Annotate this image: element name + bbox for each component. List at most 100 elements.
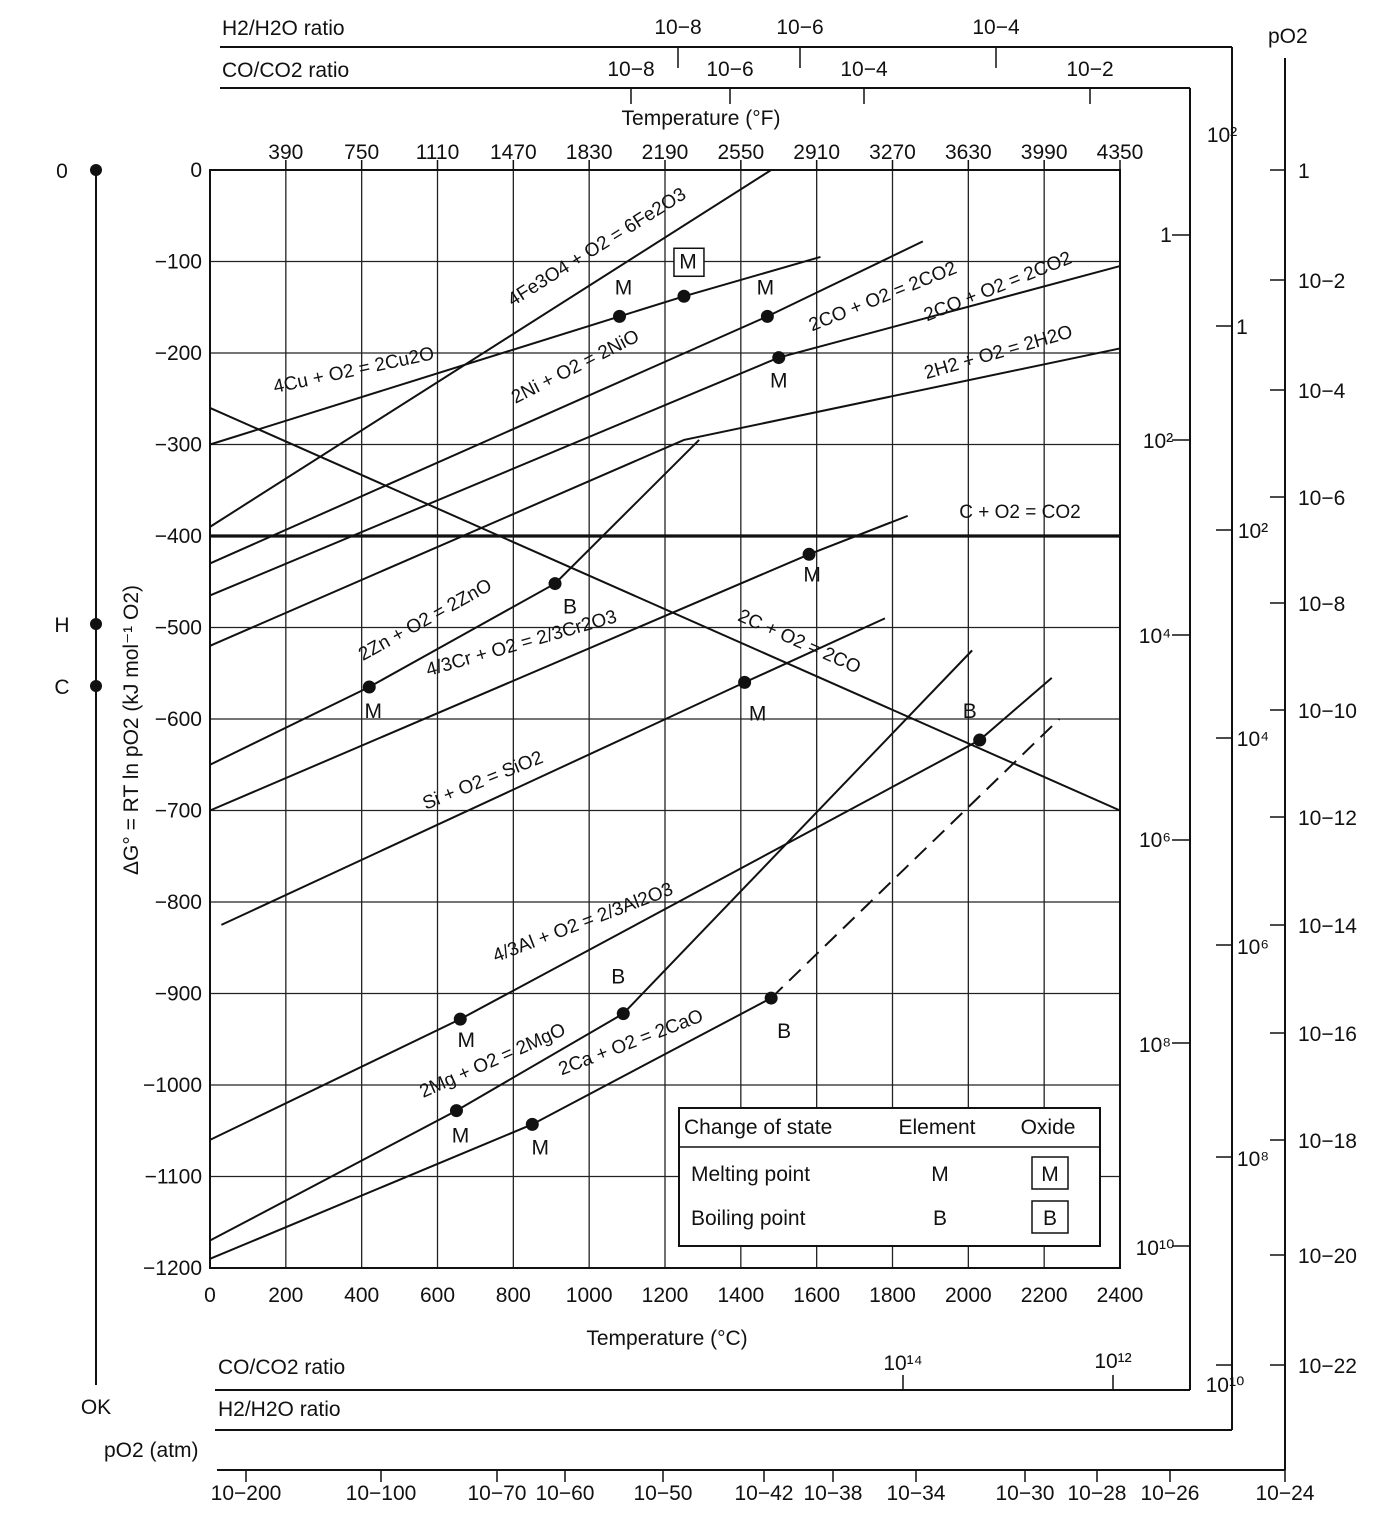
tick-labels: 0 H C OK 0 200 400 600 800 1000 1200 1400 1600 1800 20…	[54, 16, 1357, 1505]
co-top-tick: 10−2	[1066, 58, 1113, 81]
series-line	[209, 439, 700, 766]
y-tick-label: −1100	[145, 1166, 202, 1189]
po2-bottom-tick: 10−200	[211, 1482, 282, 1505]
state-point-label: M	[365, 700, 383, 723]
co-top-tick: 10−8	[607, 58, 654, 81]
series-lines	[209, 169, 1121, 1260]
y-tick-label: −300	[155, 434, 202, 457]
state-point	[548, 577, 562, 591]
po2-right-tick: 10−16	[1298, 1023, 1357, 1046]
state-point	[760, 309, 774, 323]
state-point	[677, 289, 691, 303]
oxide-box	[673, 247, 705, 278]
h2-top-tick: 10−4	[972, 16, 1020, 39]
state-point-label: M	[615, 276, 633, 299]
series-line	[209, 347, 1121, 647]
state-point-label: B	[611, 966, 625, 989]
legend-boiling-label: Boiling point	[691, 1207, 806, 1230]
co-ratio-label-bottom: CO/CO2 ratio	[218, 1356, 345, 1379]
y-tick-label: −500	[155, 617, 202, 640]
state-point-label: M	[757, 276, 775, 299]
state-point	[772, 351, 786, 365]
x-tick-label: 1200	[642, 1284, 689, 1307]
h2-right-tick: 10¹⁰	[1206, 1374, 1245, 1397]
f-tick-label: 4350	[1097, 141, 1144, 164]
h2-top-tick: 10−6	[776, 16, 823, 39]
series-line	[209, 649, 973, 1242]
y-tick-label: −700	[155, 800, 202, 823]
h2-ratio-label-top: H2/H2O ratio	[222, 17, 345, 40]
x-tick-label: 0	[204, 1284, 216, 1307]
co-right-tick: 10¹⁰	[1136, 1237, 1175, 1260]
state-point	[453, 1012, 467, 1026]
h2-right-tick: 10⁶	[1237, 936, 1269, 959]
state-point-label: M	[458, 1029, 476, 1052]
reaction-label: 2CO + O2 = 2CO2	[806, 258, 960, 336]
left-scale-point	[90, 618, 102, 630]
co-right-tick: 10⁸	[1139, 1034, 1171, 1057]
reaction-label: 2C + O2 = 2CO	[735, 606, 864, 679]
y-tick-label: −800	[155, 891, 202, 914]
co-right-tick: 10²	[1143, 430, 1173, 453]
po2-right-tick: 10−14	[1298, 915, 1357, 938]
y-axis-title: ΔG° = RT ln pO2 (kJ mol⁻¹ O2)	[120, 585, 143, 875]
left-scale-point	[90, 164, 102, 176]
h2-right-tick: 10²	[1238, 520, 1268, 543]
f-tick-label: 1470	[490, 141, 537, 164]
state-point-label: M	[679, 250, 697, 273]
co-top-tick: 10−6	[706, 58, 753, 81]
reaction-label: C + O2 = CO2	[959, 502, 1080, 523]
legend-header-element: Element	[898, 1116, 975, 1139]
left-scale-point	[90, 680, 102, 692]
state-point	[764, 991, 778, 1005]
y-tick-label: −1200	[143, 1257, 202, 1280]
co-right-tick: 10⁶	[1139, 829, 1171, 852]
legend-boiling-oxide: B	[1043, 1207, 1057, 1230]
h2-right-tick: 10⁸	[1237, 1148, 1269, 1171]
po2-right-tick: 10−18	[1298, 1130, 1357, 1153]
f-tick-label: 2190	[642, 141, 689, 164]
co-right-tick: 10⁴	[1139, 625, 1171, 648]
po2-right-tick: 10−2	[1298, 270, 1345, 293]
po2-right-tick: 10−10	[1298, 700, 1357, 723]
po2-right-tick: 10−12	[1298, 807, 1357, 830]
x-axis-title: Temperature (°C)	[586, 1327, 747, 1350]
y-tick-label: −400	[155, 525, 202, 548]
h2-right-tick: 10²	[1207, 124, 1237, 147]
left-scale-label: OK	[81, 1396, 111, 1419]
h2-top-tick: 10−8	[654, 16, 701, 39]
reaction-label: 4Fe3O4 + O2 = 6Fe2O3	[504, 184, 690, 311]
state-point-label: M	[532, 1136, 550, 1159]
state-point	[525, 1117, 539, 1131]
po2-right-tick: 10−22	[1298, 1355, 1357, 1378]
legend-melting-element: M	[931, 1163, 949, 1186]
h2-right-tick: 10⁴	[1237, 728, 1269, 751]
x-tick-label: 2400	[1097, 1284, 1144, 1307]
series-line	[209, 255, 821, 446]
state-point-label: M	[770, 370, 788, 393]
po2-bottom-tick: 10−30	[996, 1482, 1055, 1505]
state-point	[802, 547, 816, 561]
left-scale-label: H	[54, 614, 69, 637]
f-tick-label: 750	[344, 141, 379, 164]
state-point	[973, 733, 987, 747]
series-line	[770, 718, 1061, 999]
f-tick-label: 3990	[1021, 141, 1068, 164]
state-point-label: M	[749, 702, 767, 725]
series-line	[209, 677, 1053, 1141]
reaction-label: 2CO + O2 = 2CO2	[921, 248, 1075, 326]
f-tick-label: 2910	[793, 141, 840, 164]
x-tick-label: 2000	[945, 1284, 992, 1307]
po2-label-right: pO2	[1268, 25, 1308, 48]
po2-bottom-tick: 10−100	[346, 1482, 417, 1505]
po2-bottom-tick: 10−70	[468, 1482, 527, 1505]
po2-right-tick: 10−4	[1298, 380, 1346, 403]
po2-right-tick: 10−8	[1298, 593, 1345, 616]
state-point-label: B	[963, 700, 977, 723]
x-tick-label: 1600	[793, 1284, 840, 1307]
x-tick-label: 1000	[566, 1284, 613, 1307]
po2-bottom-tick: 10−24	[1256, 1482, 1315, 1505]
state-point	[738, 675, 752, 689]
series-line	[209, 169, 772, 528]
series-line	[209, 406, 1121, 812]
